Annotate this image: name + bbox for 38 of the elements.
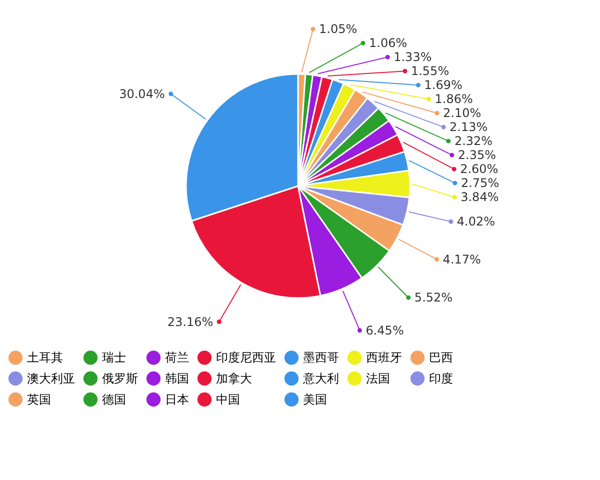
data-label: 6.45% (366, 323, 404, 338)
data-label: 1.33% (394, 50, 432, 64)
legend-label: 英国 (27, 392, 51, 406)
data-label: 5.52% (414, 290, 453, 305)
data-label: 1.55% (410, 64, 450, 78)
data-label: 4.02% (456, 214, 496, 229)
data-label: 1.06% (368, 36, 408, 50)
data-label: 4.17% (442, 252, 481, 266)
data-label: 2.32% (454, 134, 493, 148)
legend-label: 墨西哥 (303, 350, 339, 365)
legend-label: 土耳其 (27, 350, 63, 365)
data-label: 2.60% (460, 162, 498, 176)
data-label: 1.86% (434, 92, 473, 106)
legend-label: 荷兰 (165, 350, 189, 365)
legend-label: 瑞士 (102, 350, 126, 365)
legend-label: 意大利 (302, 372, 339, 386)
legend-label: 印度尼西亚 (216, 350, 276, 365)
legend-label: 西班牙 (366, 350, 402, 365)
data-label: 2.35% (458, 148, 496, 162)
legend-label: 美国 (303, 392, 327, 406)
legend-label: 日本 (165, 392, 189, 406)
legend-label: 中国 (216, 392, 240, 406)
data-label: 2.13% (450, 120, 488, 134)
data-label: 2.75% (460, 176, 500, 190)
legend-label: 加拿大 (216, 372, 252, 386)
legend-label: 印度 (429, 372, 453, 386)
data-label: 1.69% (424, 78, 462, 92)
legend-label: 韩国 (165, 372, 189, 386)
data-label: 3.84% (460, 190, 499, 204)
data-label: 23.16% (167, 314, 214, 329)
legend-label: 巴西 (429, 350, 453, 365)
legend-label: 法国 (366, 372, 390, 386)
legend-label: 俄罗斯 (102, 372, 138, 386)
data-label: 30.04% (119, 86, 165, 101)
data-label: 2.10% (443, 106, 482, 120)
legend-label: 德国 (102, 392, 126, 406)
data-label: 1.05% (319, 22, 358, 36)
legend-label: 澳大利亚 (27, 372, 75, 386)
